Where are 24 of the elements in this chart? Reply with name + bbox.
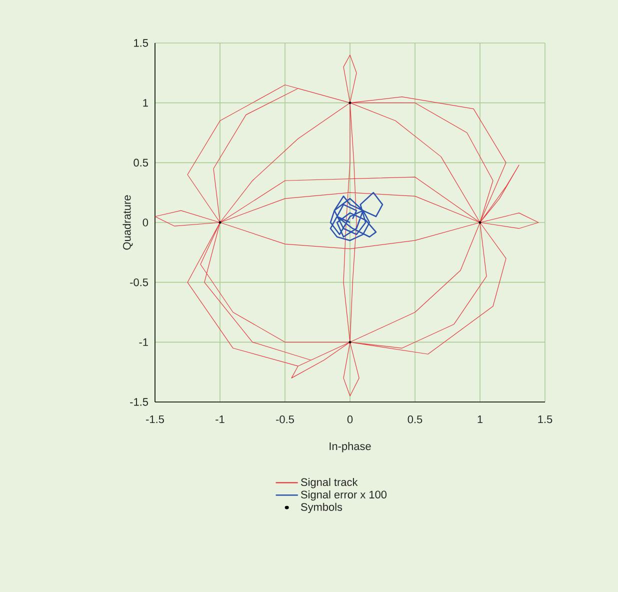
x-tick-label: 0.5: [408, 415, 422, 424]
y-tick-label: 0: [142, 218, 148, 226]
line-series: [330, 192, 384, 242]
y-tick-label: 1.5: [134, 39, 148, 47]
y-axis-title: Quadrature: [122, 195, 133, 250]
y-tick-label: -0.5: [130, 278, 148, 286]
y-tick-label: 1: [143, 99, 148, 107]
x-tick-label: 1: [478, 415, 483, 424]
x-tick-label: -0.5: [276, 415, 294, 424]
legend-label: Signal track: [300, 478, 358, 488]
x-tick-label: 0: [347, 415, 353, 424]
point: [218, 221, 222, 224]
line-series: [155, 54, 539, 396]
legend-label: Symbols: [300, 502, 342, 514]
x-tick-label: 1.5: [538, 415, 552, 424]
y-tick-label: -1: [139, 338, 148, 346]
y-tick-label: -1.5: [130, 398, 148, 406]
point: [348, 340, 352, 344]
x-tick-label: -1: [216, 415, 224, 424]
x-axis-title: In-phase: [330, 442, 371, 452]
y-tick-label: 0.5: [134, 158, 148, 167]
point: [478, 221, 482, 224]
point: [348, 102, 352, 104]
legend-label: Signal error x 100: [300, 490, 387, 501]
